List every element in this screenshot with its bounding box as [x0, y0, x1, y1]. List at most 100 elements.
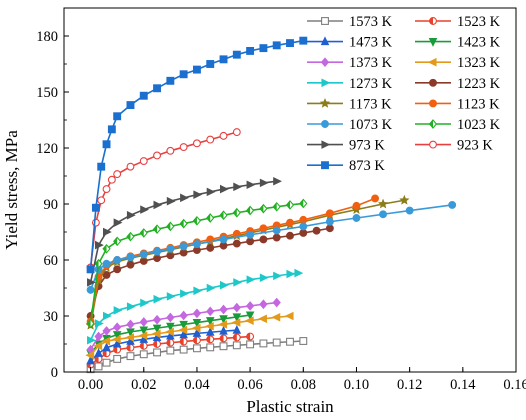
data-point-1573-k	[102, 358, 111, 367]
data-point-1273-k	[246, 275, 256, 284]
data-point-1373-k	[232, 302, 241, 313]
data-point-1323-k	[93, 341, 103, 351]
data-point-1473-k	[94, 348, 103, 357]
data-point-1323-k	[191, 323, 201, 333]
data-point-1023-k	[245, 205, 255, 216]
series-973-k	[87, 176, 282, 287]
data-point-973-k	[259, 178, 269, 188]
data-point-1423-k	[245, 311, 255, 321]
data-point-1373-k	[126, 319, 135, 330]
data-point-923-k	[192, 139, 201, 148]
legend-label: 1023 K	[457, 117, 501, 133]
legend-marker-1173-k	[319, 98, 331, 108]
legend-marker-1523-k	[429, 17, 437, 25]
data-point-1523-k	[232, 333, 241, 342]
data-point-1473-k	[232, 324, 242, 334]
data-point-1573-k	[179, 345, 188, 354]
data-point-1123-k	[325, 209, 334, 218]
data-point-1073-k	[325, 217, 334, 226]
data-point-1073-k	[405, 206, 414, 215]
legend-item-873-k: 873 K	[307, 158, 385, 174]
data-point-973-k	[219, 184, 229, 194]
data-point-1273-k	[206, 283, 216, 293]
data-point-873-k	[102, 140, 111, 149]
data-point-1373-k	[245, 301, 255, 311]
x-tick-label: 0.00	[78, 377, 103, 393]
data-point-1523-k	[153, 340, 162, 348]
y-tick-label: 180	[36, 29, 58, 45]
data-point-923-k	[179, 143, 188, 152]
data-point-873-k	[179, 70, 188, 79]
legend-item-1273-k: 1273 K	[307, 76, 393, 92]
legend-label: 1073 K	[349, 117, 393, 133]
data-point-1573-k	[113, 354, 122, 363]
legend-marker-1373-k	[320, 57, 330, 68]
data-point-1573-k	[206, 343, 215, 352]
x-tick-label: 0.10	[344, 377, 369, 393]
data-point-923-k	[107, 175, 116, 184]
data-point-1073-k	[246, 230, 255, 239]
x-tick-label: 0.02	[131, 377, 156, 393]
legend-item-973-k: 973 K	[307, 138, 385, 154]
data-point-1073-k	[86, 285, 95, 294]
data-point-1323-k	[85, 350, 95, 360]
data-point-873-k	[246, 46, 255, 55]
data-point-1023-k	[152, 224, 162, 235]
data-point-1473-k	[205, 326, 215, 336]
legend-label: 1373 K	[349, 55, 393, 71]
data-point-1073-k	[126, 253, 135, 262]
data-point-1123-k	[352, 201, 361, 210]
data-point-1373-k	[139, 317, 148, 327]
data-point-1473-k	[112, 338, 122, 348]
data-point-1273-k	[180, 289, 189, 298]
data-point-1573-k	[232, 341, 241, 350]
data-point-1373-k	[102, 326, 111, 336]
data-point-1323-k	[101, 336, 111, 346]
data-point-1423-k	[192, 318, 202, 328]
data-point-1023-k	[285, 200, 295, 210]
data-point-873-k	[259, 44, 268, 53]
data-point-973-k	[233, 182, 243, 192]
data-point-1123-k	[286, 218, 294, 227]
data-point-1573-k	[246, 340, 255, 349]
data-point-923-k	[232, 128, 241, 137]
data-point-1473-k	[102, 342, 111, 352]
data-point-1273-k	[126, 302, 136, 311]
y-tick-label: 120	[36, 141, 58, 157]
legend-label: 1473 K	[349, 35, 393, 51]
data-point-1173-k	[399, 194, 410, 205]
data-point-1073-k	[299, 222, 308, 231]
data-point-1273-k	[233, 278, 243, 287]
legend-item-1523-k: 1523 K	[415, 14, 501, 30]
data-point-1473-k	[192, 328, 202, 337]
data-point-1223-k	[113, 265, 122, 274]
data-point-1273-k	[153, 294, 163, 304]
data-point-1473-k	[179, 329, 188, 339]
data-point-1323-k	[138, 331, 148, 340]
data-point-973-k	[153, 200, 163, 210]
data-point-1523-k	[206, 335, 215, 344]
data-point-1373-k	[166, 312, 175, 323]
data-point-1173-k	[377, 198, 389, 209]
data-point-1023-k	[126, 231, 135, 242]
data-point-1573-k	[166, 346, 175, 355]
x-tick-label: 0.08	[291, 377, 316, 393]
data-point-873-k	[286, 39, 294, 48]
data-point-973-k	[126, 210, 136, 220]
legend-label: 1223 K	[457, 76, 501, 92]
legend-marker-1423-k	[428, 38, 438, 47]
x-tick-label: 0.14	[450, 377, 476, 393]
legend-marker-1023-k	[428, 119, 438, 129]
legend-label: 923 K	[457, 138, 493, 154]
legend-marker-1323-k	[427, 57, 437, 67]
legend-label: 873 K	[349, 158, 385, 174]
data-point-1423-k	[166, 322, 175, 332]
y-tick-label: 0	[51, 365, 58, 381]
legend-marker-1073-k	[321, 120, 329, 128]
data-point-973-k	[180, 193, 189, 203]
data-point-1373-k	[272, 297, 281, 308]
data-point-873-k	[272, 41, 281, 50]
data-point-1323-k	[178, 325, 188, 335]
data-point-873-k	[97, 162, 106, 171]
